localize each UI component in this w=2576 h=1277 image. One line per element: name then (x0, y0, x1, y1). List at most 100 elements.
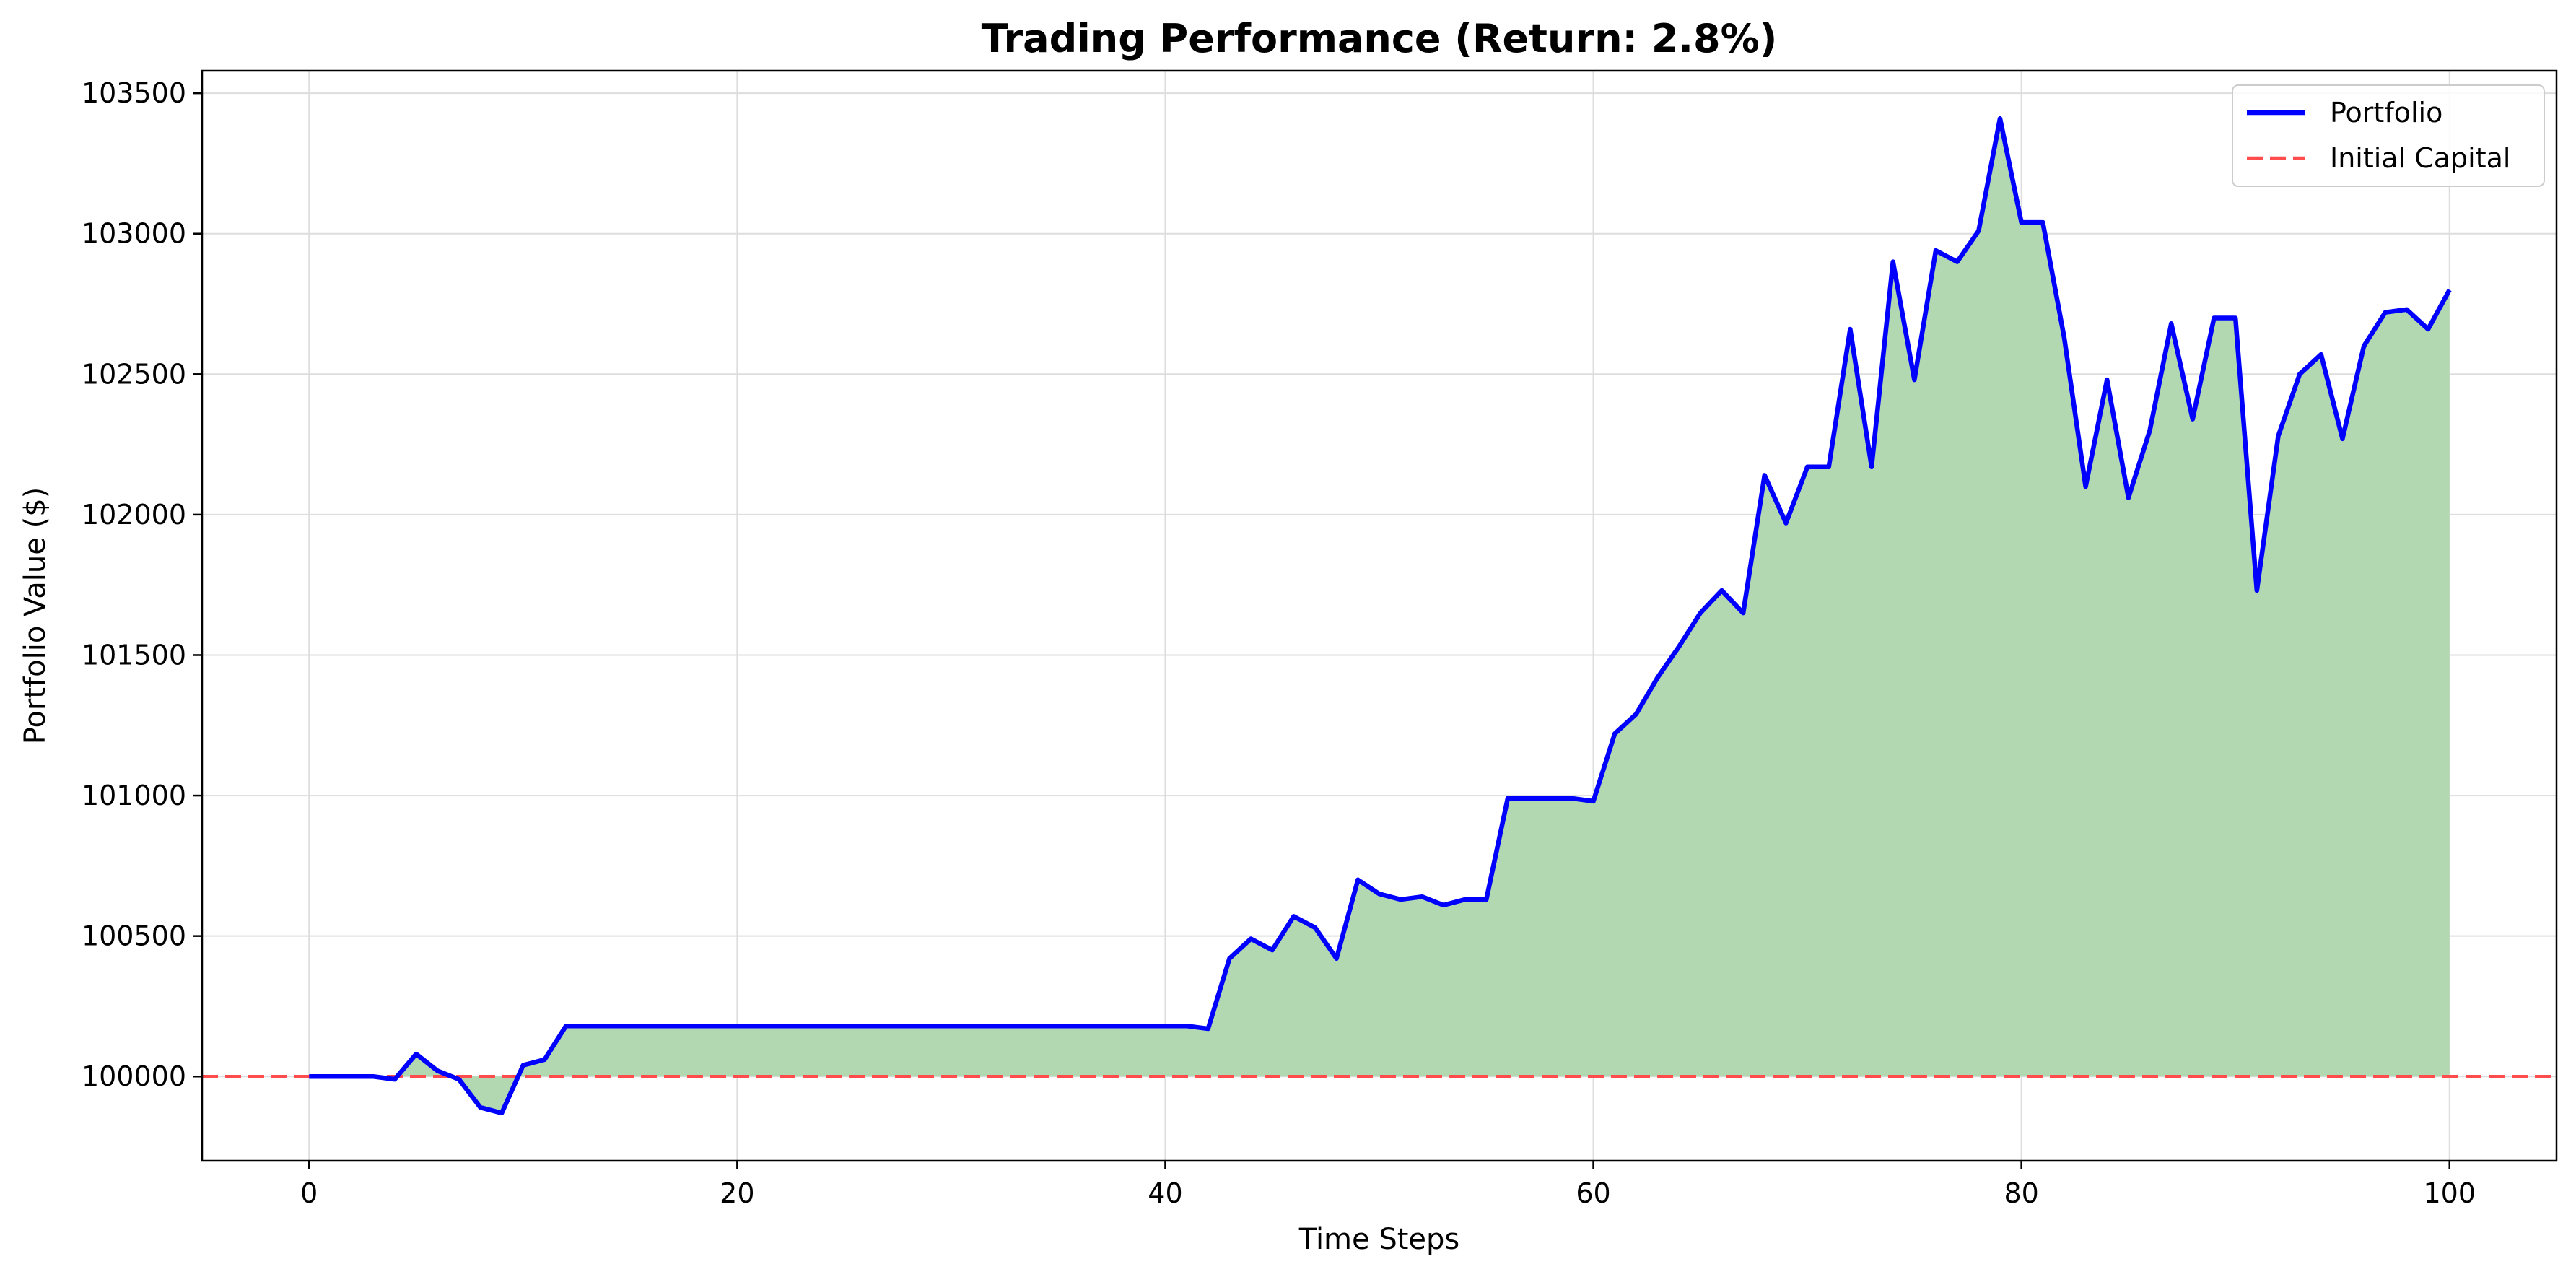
fill-layer (309, 118, 2450, 1113)
y-tick-label: 102500 (82, 358, 186, 390)
portfolio-point (2340, 437, 2344, 441)
portfolio-point (949, 1024, 953, 1028)
portfolio-point (2148, 428, 2152, 432)
portfolio-point (521, 1063, 525, 1068)
portfolio-point (2169, 321, 2173, 326)
y-tick-label: 102000 (82, 499, 186, 531)
portfolio-point (2255, 588, 2259, 593)
portfolio-point (1313, 925, 1317, 930)
portfolio-point (1783, 521, 1788, 526)
portfolio-point (2212, 315, 2217, 320)
portfolio-point (1677, 645, 1681, 649)
portfolio-point (1869, 465, 1874, 469)
portfolio-point (1035, 1024, 1039, 1028)
y-tick-label: 103500 (82, 77, 186, 109)
portfolio-line (309, 116, 2452, 1116)
portfolio-point (927, 1024, 932, 1028)
portfolio-point (479, 1105, 483, 1110)
portfolio-point (2126, 496, 2131, 500)
portfolio-point (1570, 796, 1574, 801)
portfolio-point (1912, 378, 1916, 382)
portfolio-point (1291, 914, 1296, 918)
portfolio-point (1484, 897, 1488, 902)
x-axis-label: Time Steps (1298, 1223, 1460, 1256)
portfolio-area-fill (309, 118, 2450, 1113)
portfolio-point (1506, 796, 1510, 801)
portfolio-point (992, 1024, 996, 1028)
portfolio-point (2404, 308, 2409, 312)
portfolio-point (907, 1024, 911, 1028)
portfolio-point (2383, 310, 2388, 315)
x-tick-label: 0 (300, 1177, 318, 1209)
portfolio-point (1013, 1024, 1018, 1028)
portfolio-point (863, 1024, 868, 1028)
portfolio-point (628, 1024, 632, 1028)
portfolio-point (1955, 260, 1960, 264)
portfolio-point (1227, 956, 1231, 961)
portfolio-point (1805, 465, 1809, 469)
portfolio-point (1463, 897, 1467, 902)
series-layer (202, 116, 2557, 1116)
portfolio-point (1249, 937, 1253, 941)
portfolio-point (435, 1068, 440, 1073)
portfolio-point (842, 1024, 847, 1028)
y-tick-label: 100500 (82, 920, 186, 952)
portfolio-point (1078, 1024, 1082, 1028)
portfolio-point (885, 1024, 889, 1028)
portfolio-point (1698, 611, 1703, 615)
portfolio-point (2084, 484, 2088, 489)
portfolio-point (1399, 897, 1403, 902)
portfolio-point (2362, 344, 2366, 348)
portfolio-point (2448, 288, 2452, 292)
portfolio-point (1976, 229, 1981, 233)
portfolio-point (1548, 796, 1553, 801)
portfolio-point (328, 1074, 333, 1078)
portfolio-point (735, 1024, 739, 1028)
portfolio-point (1184, 1024, 1189, 1028)
portfolio-point (2233, 315, 2237, 320)
portfolio-point (1163, 1024, 1167, 1028)
portfolio-point (371, 1074, 375, 1078)
portfolio-point (1441, 903, 1446, 907)
portfolio-point (1592, 799, 1596, 803)
legend: Portfolio Initial Capital (2232, 84, 2545, 187)
portfolio-point (1099, 1024, 1103, 1028)
portfolio-point (1827, 465, 1831, 469)
portfolio-point (2297, 372, 2302, 376)
portfolio-point (1634, 712, 1638, 716)
y-tick-label: 101000 (82, 780, 186, 811)
portfolio-point (2105, 378, 2109, 382)
portfolio-point (2020, 220, 2024, 225)
portfolio-point (671, 1024, 675, 1028)
y-tick-label: 100000 (82, 1060, 186, 1092)
plot-frame (201, 69, 2558, 1162)
portfolio-point (1656, 676, 1660, 680)
portfolio-point (1848, 327, 1852, 331)
portfolio-point (414, 1052, 419, 1056)
portfolio-point (1120, 1024, 1125, 1028)
portfolio-point (971, 1024, 975, 1028)
portfolio-point (393, 1077, 397, 1081)
portfolio-point (1377, 892, 1381, 896)
y-tick-label: 103000 (82, 218, 186, 250)
y-tick-label: 101500 (82, 639, 186, 671)
portfolio-point (1934, 248, 1938, 253)
portfolio-point (1719, 588, 1724, 593)
portfolio-point (1420, 894, 1424, 899)
x-tick-label: 80 (2004, 1177, 2038, 1209)
legend-initial-capital-label: Initial Capital (2330, 142, 2510, 174)
portfolio-point (1527, 796, 1532, 801)
portfolio-point (2062, 336, 2066, 340)
portfolio-point (778, 1024, 782, 1028)
x-tick-label: 40 (1148, 1177, 1182, 1209)
x-axis-ticks: 0 20 40 60 80 100 (300, 1161, 2476, 1209)
portfolio-point (821, 1024, 825, 1028)
portfolio-point (564, 1024, 568, 1028)
portfolio-point (350, 1074, 354, 1078)
legend-portfolio-label: Portfolio (2330, 97, 2442, 128)
portfolio-point (2319, 352, 2323, 357)
portfolio-point (692, 1024, 697, 1028)
portfolio-point (457, 1077, 461, 1081)
portfolio-point (2191, 417, 2195, 422)
